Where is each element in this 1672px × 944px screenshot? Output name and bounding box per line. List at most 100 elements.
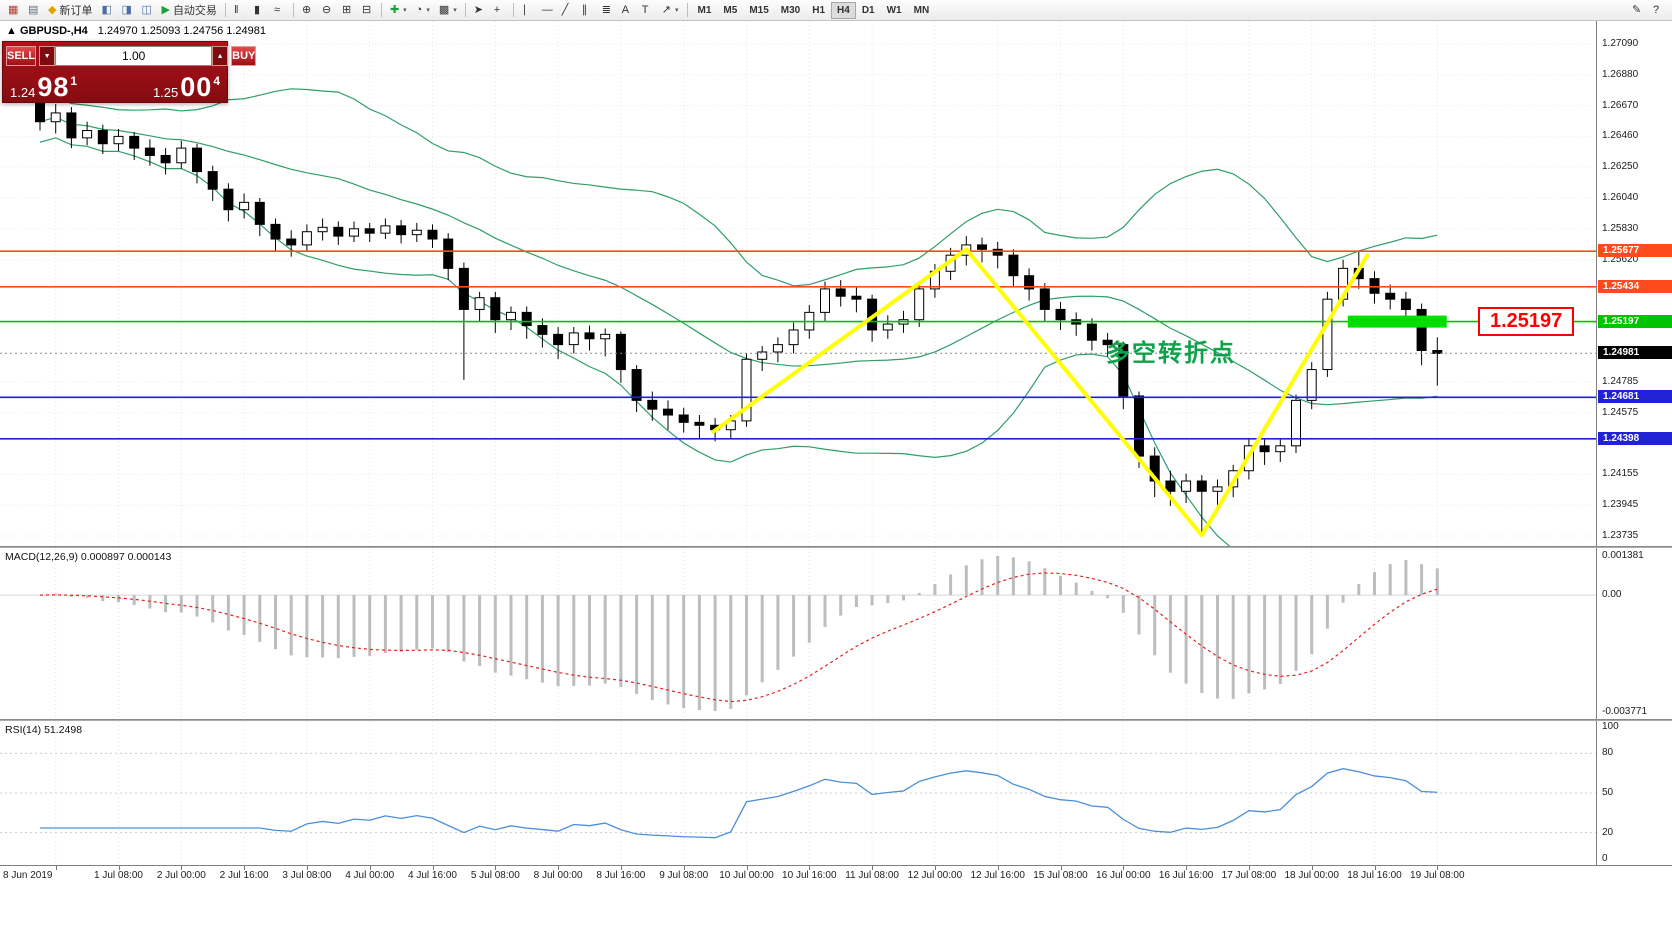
sell-button[interactable]: SELL (6, 46, 37, 66)
buy-button[interactable]: BUY (231, 46, 257, 66)
toolbar-separator (464, 3, 466, 17)
text-tool-button[interactable]: A (618, 1, 637, 19)
line-chart-button[interactable]: ≈ (270, 1, 289, 19)
volume-decrease-button[interactable]: ▼ (39, 46, 56, 66)
channel-tool-button[interactable]: ∥ (578, 1, 597, 19)
candle (380, 225, 391, 234)
time-tick (432, 866, 434, 870)
vertical-line-tool-icon: ∣ (521, 3, 528, 16)
arrows-tool-icon: ↗ (661, 3, 671, 16)
timeframe-m5-button[interactable]: M5 (717, 2, 743, 19)
caret-down-icon: ▾ (453, 7, 457, 14)
timeframe-m1-button[interactable]: M1 (692, 2, 718, 19)
data-window-button[interactable]: ◨ (117, 1, 136, 19)
price-level-marker[interactable]: 1.25197 (1598, 314, 1672, 328)
trendline-tool-button[interactable]: ╱ (558, 1, 577, 19)
panel-separator[interactable] (0, 719, 1672, 721)
toolbar-separator (380, 3, 382, 17)
profiles-button[interactable]: ▤ (24, 1, 43, 19)
zoom-out-button[interactable]: ⊖ (318, 1, 337, 19)
time-label: 2 Jul 00:00 (156, 870, 206, 881)
new-order-button[interactable]: ◆ 新订单 (44, 1, 96, 19)
symbol-title: GBPUSD-,H4 (19, 25, 88, 37)
time-axis[interactable]: 8 Jun 2019 1 Jul 08:00 2 Jul 00:00 2 Jul 16… (0, 865, 1672, 884)
toolbar-separator (512, 3, 514, 17)
candle (1400, 298, 1411, 310)
buy-price-pip: 4 (213, 74, 220, 88)
label-tool-button[interactable]: T (638, 1, 657, 19)
price-level-marker[interactable]: 1.24681 (1598, 390, 1672, 404)
chart-annotation-text[interactable]: 多空转折点 (1106, 340, 1236, 367)
time-label: 12 Jul 00:00 (907, 870, 963, 881)
zoom-in-button[interactable]: ⊕ (298, 1, 317, 19)
vertical-line-tool-button[interactable]: ∣ (518, 1, 537, 19)
arrows-tool-button[interactable]: ↗ ▾ (658, 1, 683, 19)
time-tick (1311, 866, 1313, 870)
time-label: 18 Jul 16:00 (1347, 870, 1402, 881)
timeframe-m30-button[interactable]: M30 (775, 2, 806, 19)
macd-signal-line (39, 572, 1438, 703)
autotrading-button[interactable]: ▶ 自动交易 (157, 1, 220, 19)
sell-price-pip: 1 (70, 74, 78, 88)
rsi-chart[interactable] (0, 721, 1596, 865)
navigator-button[interactable]: ◫ (137, 1, 156, 19)
price-level-marker[interactable]: 1.24398 (1598, 431, 1672, 445)
window-bottom-space (0, 884, 1672, 944)
macd-axis-min: -0.003771 (1602, 706, 1648, 717)
candle (254, 201, 265, 225)
rsi-axis-label: 20 (1602, 826, 1614, 838)
market-watch-button[interactable]: ◧ (97, 1, 116, 19)
buy-price: 1.25 00 4 (153, 74, 220, 101)
timeframe-h1-button[interactable]: H1 (806, 2, 831, 19)
candle (506, 311, 516, 321)
timeframe-w1-button[interactable]: W1 (881, 2, 908, 19)
candle (694, 421, 705, 426)
candle (144, 147, 155, 156)
market-watch-icon: ◧ (101, 3, 112, 16)
volume-increase-button[interactable]: ▲ (212, 46, 229, 66)
bar-chart-icon: ‖ (233, 3, 239, 16)
tile-windows-button[interactable]: ⊞ (338, 1, 357, 19)
timeframe-m15-button[interactable]: M15 (743, 2, 774, 19)
new-chart-button[interactable]: ▦ (4, 1, 23, 19)
indicators-button[interactable]: ✚ ▾ (386, 1, 411, 19)
time-label: 16 Jul 16:00 (1158, 870, 1214, 881)
zoom-out-icon: ⊖ (321, 3, 332, 16)
candle (1118, 344, 1129, 397)
cursor-button[interactable]: ➤ (470, 1, 489, 19)
periods-button[interactable]: ◔ ▾ (412, 1, 434, 19)
rsi-axis-label: 50 (1602, 787, 1614, 798)
candle (1196, 480, 1207, 492)
candle (820, 288, 830, 313)
volume-input[interactable] (55, 46, 213, 66)
price-level-marker[interactable]: 1.25677 (1598, 244, 1672, 258)
candle (333, 226, 344, 237)
price-level-marker[interactable]: 1.25434 (1598, 279, 1672, 293)
candle (521, 311, 532, 327)
trend-zigzag-line[interactable] (710, 247, 1370, 538)
panel-separator[interactable] (0, 546, 1672, 548)
time-tick (934, 866, 936, 870)
ohlc-collapse-arrow[interactable]: ▲ (6, 25, 17, 37)
macd-chart[interactable] (0, 548, 1596, 719)
timeframe-h4-button[interactable]: H4 (831, 1, 856, 19)
highlight-segment[interactable] (1347, 315, 1447, 328)
candlestick-chart-button[interactable]: ▮ (250, 1, 269, 19)
time-label: 18 Jul 00:00 (1284, 870, 1339, 881)
price-chart[interactable] (0, 21, 1596, 546)
help-button[interactable]: ? (1649, 1, 1668, 19)
timeframe-mn-button[interactable]: MN (908, 2, 936, 19)
macd-histogram (54, 556, 1439, 711)
timeframe-d1-button[interactable]: D1 (856, 2, 881, 19)
edit-button[interactable]: ✎ (1628, 1, 1647, 19)
price-tick: 1.25620 (1602, 253, 1639, 265)
horizontal-line-tool-button[interactable]: ― (538, 1, 557, 19)
candle (443, 238, 454, 269)
candle (1024, 275, 1035, 290)
bar-chart-button[interactable]: ‖ (230, 1, 249, 19)
fibonacci-tool-button[interactable]: ≣ (598, 1, 617, 19)
cascade-windows-button[interactable]: ⊟ (358, 1, 377, 19)
price-callout[interactable]: 1.25197 (1478, 307, 1575, 336)
templates-button[interactable]: ▩ ▾ (435, 1, 461, 19)
crosshair-button[interactable]: + (490, 1, 509, 19)
